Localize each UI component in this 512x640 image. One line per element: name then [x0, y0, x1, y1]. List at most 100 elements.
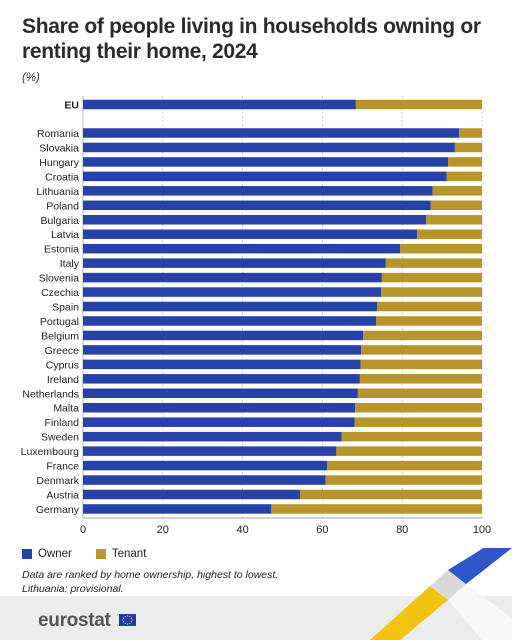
bar-tenant [432, 186, 482, 196]
bar-tenant [360, 359, 482, 370]
bar-tenant [454, 142, 482, 153]
bar-owner [83, 475, 326, 485]
decorative-stripes [370, 548, 512, 640]
bar-owner [83, 330, 364, 341]
category-label: Slovakia [39, 142, 79, 154]
category-label: Belgium [41, 330, 79, 342]
category-label: Estonia [44, 244, 79, 256]
legend: Owner Tenant [22, 548, 164, 560]
bar-tenant [327, 460, 482, 471]
bar-tenant [381, 287, 482, 297]
bar-owner [83, 345, 362, 355]
bar-tenant [363, 330, 482, 341]
bar-tenant [336, 446, 482, 456]
bar-tenant [325, 475, 482, 485]
bar-owner [83, 200, 431, 211]
bar-tenant [354, 417, 482, 427]
x-tick-label: 20 [157, 524, 169, 536]
eu-flag-icon [119, 614, 136, 626]
category-label: Netherlands [22, 388, 79, 400]
bar-owner [83, 301, 378, 312]
bar-tenant [359, 374, 482, 384]
bar-tenant [357, 388, 482, 399]
bar-tenant [271, 504, 482, 514]
bar-owner [83, 171, 447, 182]
category-label: Italy [60, 258, 80, 270]
bar-owner [83, 99, 356, 110]
category-label: Hungary [39, 157, 79, 169]
category-label: Slovenia [39, 273, 79, 285]
bar-owner [83, 287, 382, 297]
bar-tenant [341, 431, 482, 442]
bar-owner [83, 128, 460, 138]
category-label: Finland [45, 417, 80, 429]
bar-tenant [448, 157, 482, 167]
note-ranking: Data are ranked by home ownership, highe… [22, 569, 279, 581]
bar-owner [83, 229, 417, 239]
bar-owner [83, 215, 427, 225]
bar-tenant [355, 99, 482, 110]
bar-owner [83, 374, 360, 384]
eurostat-logo: eurostat [38, 610, 111, 631]
category-label: Ireland [47, 374, 79, 386]
chart-title: Share of people living in households own… [22, 15, 481, 63]
bar-owner [83, 142, 455, 153]
category-label: Germany [36, 504, 80, 516]
bar-owner [83, 186, 433, 196]
bar-owner [83, 489, 301, 500]
x-tick-label: 80 [396, 524, 408, 536]
bar-owner [83, 446, 337, 456]
bar-owner [83, 431, 342, 442]
bar-tenant [416, 229, 482, 239]
category-label: Greece [45, 345, 80, 357]
category-label: Luxembourg [21, 446, 80, 458]
legend-owner-swatch [22, 549, 32, 559]
bar-tenant [459, 128, 482, 138]
category-label: Austria [46, 490, 79, 502]
legend-tenant-swatch [95, 549, 106, 559]
bar-owner [83, 460, 328, 471]
category-label: Malta [53, 403, 79, 415]
bar-tenant [446, 171, 482, 182]
unit-label: (%) [22, 72, 40, 84]
category-label: Spain [52, 302, 79, 314]
bar-chart: 0 20 40 60 80 100 EU Romania Slovakia Hungary Croa… [21, 96, 491, 536]
category-label: Sweden [41, 432, 79, 444]
category-label: Poland [46, 200, 79, 212]
note-lithuania: Lithuania: provisional. [22, 583, 124, 595]
bar-tenant [376, 316, 482, 326]
category-label: Denmark [36, 475, 79, 487]
category-label: EU [64, 100, 79, 112]
category-label: Latvia [51, 229, 79, 241]
bar-owner [83, 316, 377, 326]
legend-tenant-label: Tenant [111, 548, 147, 560]
bar-tenant [361, 345, 482, 355]
bar-owner [83, 258, 386, 268]
bar-tenant [426, 215, 482, 225]
legend-owner-label: Owner [38, 548, 72, 560]
category-label: Czechia [41, 287, 79, 299]
bar-tenant [385, 258, 482, 268]
x-tick-label: 100 [473, 524, 491, 536]
bar-owner [83, 359, 361, 370]
bar-owner [83, 504, 272, 514]
category-label: Cyprus [46, 359, 79, 371]
bar-owner [83, 272, 382, 283]
bar-owner [83, 243, 401, 254]
bar-tenant [400, 243, 482, 254]
x-tick-label: 40 [236, 524, 248, 536]
category-label: Portugal [40, 316, 79, 328]
bar-owner [83, 417, 355, 427]
bar-tenant [300, 489, 482, 500]
bar-tenant [377, 301, 482, 312]
category-label: Bulgaria [40, 215, 79, 227]
category-label: Lithuania [36, 186, 79, 198]
bar-owner [83, 402, 356, 413]
x-tick-label: 0 [80, 524, 86, 536]
bar-tenant [355, 402, 482, 413]
bar-owner [83, 157, 449, 167]
category-label: Romania [37, 128, 79, 140]
bar-tenant [430, 200, 482, 211]
bar-owner [83, 388, 358, 399]
x-tick-label: 60 [316, 524, 328, 536]
